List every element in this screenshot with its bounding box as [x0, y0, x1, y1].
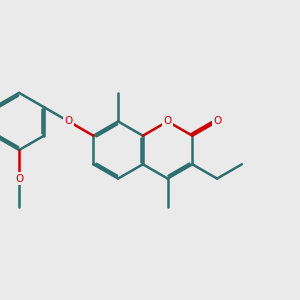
Text: O: O	[213, 116, 221, 126]
Text: O: O	[15, 174, 23, 184]
Text: O: O	[64, 116, 73, 126]
Text: O: O	[164, 116, 172, 126]
